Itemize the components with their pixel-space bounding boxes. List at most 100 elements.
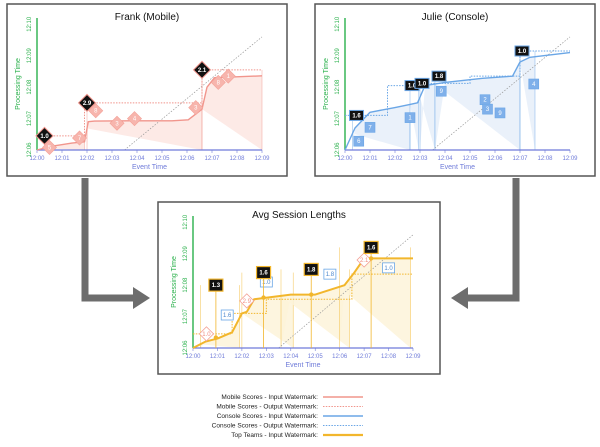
y-tick-label: 12:06 xyxy=(335,142,341,158)
session-area xyxy=(241,294,294,348)
legend: Mobile Scores - Input Watermark: Mobile S… xyxy=(212,394,363,439)
plot-julie: 12:00 12:01 12:02 12:03 12:04 12:05 12:06 12:07… xyxy=(323,16,578,171)
x-tick-label: 12:01 xyxy=(362,156,378,162)
score-value: 1.8 xyxy=(326,272,335,278)
score-marker xyxy=(356,252,372,268)
y-tick-label: 12:09 xyxy=(183,246,189,262)
legend-label: Mobile Scores - Output Watermark: xyxy=(216,404,318,411)
y-tick-label: 12:07 xyxy=(27,110,33,126)
session-badge-value: 1.6 xyxy=(352,113,361,119)
session-area xyxy=(202,75,262,150)
score-marker xyxy=(198,326,215,342)
x-tick-label: 12:01 xyxy=(210,354,226,360)
x-tick-label: 12:08 xyxy=(229,156,245,162)
y-tick-label: 12:08 xyxy=(27,79,33,95)
session-badge xyxy=(363,240,379,255)
session-badge xyxy=(514,45,530,57)
x-tick-label: 12:00 xyxy=(337,156,353,162)
x-tick-label: 12:07 xyxy=(357,354,373,360)
score-value: 1.0 xyxy=(262,280,271,286)
session-area xyxy=(435,62,520,150)
x-tick-label: 12:02 xyxy=(79,156,95,162)
score-value: 1 xyxy=(408,116,412,122)
plot-avg: 12:00 12:01 12:02 12:03 12:04 12:05 12:06 12:07… xyxy=(171,214,421,369)
x-tick-label: 12:02 xyxy=(387,156,403,162)
x-tick-label: 12:05 xyxy=(462,156,478,162)
session-area xyxy=(339,258,411,348)
score-marker xyxy=(353,135,365,147)
score-value: 1 xyxy=(227,74,231,80)
score-value: 3 xyxy=(115,121,119,127)
y-tick-label: 12:10 xyxy=(27,16,33,32)
score-marker xyxy=(42,139,57,155)
x-tick-label: 12:07 xyxy=(204,156,220,162)
average-point xyxy=(261,295,266,300)
score-value: 3 xyxy=(194,106,198,112)
score-value: 8 xyxy=(94,109,98,115)
score-marker xyxy=(404,112,416,123)
x-tick-label: 12:08 xyxy=(381,354,397,360)
session-badge-value: 1.8 xyxy=(435,74,444,80)
score-marker xyxy=(239,293,255,309)
x-tick-label: 12:01 xyxy=(54,156,70,162)
score-value: 5 xyxy=(48,145,52,151)
legend-label: Console Scores - Output Watermark: xyxy=(212,423,319,430)
session-badge xyxy=(35,126,54,146)
x-axis-label: Event Time xyxy=(132,164,167,171)
ideal-diagonal xyxy=(278,234,414,349)
session-badge xyxy=(303,262,319,277)
session-area xyxy=(281,278,350,348)
session-badge xyxy=(208,278,224,292)
x-tick-label: 12:03 xyxy=(104,156,120,162)
x-axis-label: Event Time xyxy=(285,362,320,369)
session-badge xyxy=(414,77,430,89)
score-value: 1.0 xyxy=(202,332,211,338)
score-value: 7 xyxy=(368,125,372,131)
score-value: 1.6 xyxy=(223,313,232,319)
x-tick-label: 12:05 xyxy=(154,156,170,162)
session-badge-value: 1.6 xyxy=(259,271,268,277)
score-value: 6 xyxy=(357,139,361,145)
score-marker xyxy=(188,100,204,116)
score-marker xyxy=(127,111,142,127)
score-marker xyxy=(382,262,395,274)
x-tick-label: 12:00 xyxy=(29,156,45,162)
score-marker xyxy=(72,130,87,146)
session-badge-value: 1.3 xyxy=(212,283,221,289)
x-axis-label: Event Time xyxy=(440,164,475,171)
score-value: 8 xyxy=(217,80,221,86)
y-tick-label: 12:08 xyxy=(335,79,341,95)
panel-julie-title: Julie (Console) xyxy=(422,12,489,23)
score-value: 2.1 xyxy=(360,258,369,264)
session-badge-value: 1.0 xyxy=(418,81,427,87)
y-tick-label: 12:06 xyxy=(183,340,189,356)
x-tick-label: 12:09 xyxy=(562,156,578,162)
x-tick-label: 12:07 xyxy=(512,156,528,162)
score-value: 9 xyxy=(498,111,502,117)
x-tick-label: 12:06 xyxy=(179,156,195,162)
score-marker xyxy=(364,122,376,133)
score-value: 7 xyxy=(78,136,82,142)
score-marker xyxy=(220,309,234,321)
average-point xyxy=(213,335,219,340)
score-value: 1.0 xyxy=(384,266,393,272)
session-badge xyxy=(349,109,364,121)
x-tick-label: 12:03 xyxy=(412,156,428,162)
score-marker xyxy=(88,103,104,119)
score-value: 2.9 xyxy=(243,299,252,305)
score-value: 4 xyxy=(133,117,137,123)
session-badge-value: 1.0 xyxy=(40,134,49,140)
panel-frank-title: Frank (Mobile) xyxy=(115,12,179,23)
score-marker xyxy=(494,107,506,119)
session-badge-value: 1.0 xyxy=(518,49,527,55)
score-value: 9 xyxy=(440,89,444,95)
session-area xyxy=(87,109,202,150)
score-value: 4 xyxy=(532,82,536,88)
session-area xyxy=(420,84,435,150)
score-marker xyxy=(528,78,540,90)
y-tick-label: 12:08 xyxy=(183,277,189,293)
session-badge xyxy=(77,93,97,113)
score-marker xyxy=(323,268,337,280)
x-tick-label: 12:03 xyxy=(259,354,275,360)
plot-frank: 12:00 12:01 12:02 12:03 12:04 12:05 12:06 12:07… xyxy=(15,16,270,171)
